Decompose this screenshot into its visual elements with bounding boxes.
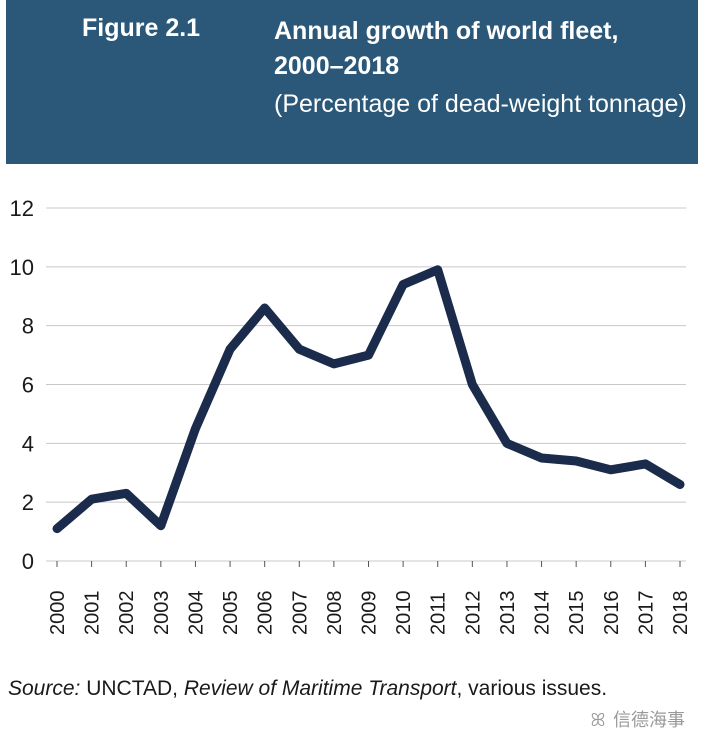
x-tick-label-2000: 2000 <box>47 591 69 636</box>
x-tick-label-2003: 2003 <box>151 591 173 636</box>
data-point-2012 <box>469 382 475 388</box>
x-tick-label-2013: 2013 <box>497 591 519 636</box>
data-point-2006 <box>262 305 268 311</box>
x-tick-label-2008: 2008 <box>324 591 346 636</box>
wechat-icon: ꕤ <box>590 710 606 730</box>
watermark-text: 信德海事 <box>613 710 686 730</box>
source-suffix: , various issues. <box>456 677 608 700</box>
data-point-2004 <box>192 426 198 432</box>
data-point-2000 <box>54 526 60 532</box>
y-tick-label-12: 12 <box>10 196 34 221</box>
data-point-2008 <box>331 361 337 367</box>
x-tick-label-2006: 2006 <box>255 591 277 636</box>
x-tick-label-2001: 2001 <box>82 591 104 636</box>
x-tick-label-2017: 2017 <box>635 591 657 636</box>
source-publication: Review of Maritime Transport <box>183 677 457 700</box>
source-org: UNCTAD, <box>80 677 184 700</box>
figure-header: Figure 2.1 Annual growth of world fleet,… <box>6 0 698 164</box>
watermark: ꕤ 信德海事 <box>588 706 686 732</box>
data-point-2002 <box>123 490 129 496</box>
figure-label: Figure 2.1 <box>82 14 201 42</box>
data-point-2011 <box>435 267 441 273</box>
x-tick-label-2007: 2007 <box>289 591 311 636</box>
data-point-2016 <box>608 467 614 473</box>
chart-subtitle: (Percentage of dead-weight tonnage) <box>274 90 687 118</box>
x-tick-label-2011: 2011 <box>428 592 450 635</box>
x-tick-label-2015: 2015 <box>566 591 588 636</box>
data-point-2007 <box>296 346 302 352</box>
x-tick-label-2009: 2009 <box>359 591 381 636</box>
data-point-2015 <box>573 458 579 464</box>
x-tick-label-2012: 2012 <box>462 591 484 636</box>
data-point-2018 <box>677 482 683 488</box>
data-point-2014 <box>539 455 545 461</box>
data-point-2010 <box>400 281 406 287</box>
data-point-2005 <box>227 346 233 352</box>
y-tick-label-0: 0 <box>22 549 34 574</box>
series-line-world-fleet <box>52 265 685 534</box>
x-tick-label-2014: 2014 <box>532 591 554 636</box>
data-point-2001 <box>89 496 95 502</box>
y-tick-label-10: 10 <box>10 255 34 280</box>
x-tick-label-2010: 2010 <box>393 591 415 636</box>
source-note: Source: UNCTAD, Review of Maritime Trans… <box>8 677 607 701</box>
x-tick-label-2016: 2016 <box>601 591 623 636</box>
data-point-2003 <box>158 523 164 529</box>
chart-title: Annual growth of world fleet, 2000–2018 <box>274 17 619 80</box>
data-point-2013 <box>504 440 510 446</box>
x-tick-label-2005: 2005 <box>220 591 242 636</box>
line-chart: 0 2 4 6 8 10 12 2000 2001 2002 2003 2004 2005 2006 200… <box>10 196 692 636</box>
x-tick-label-2002: 2002 <box>116 591 138 636</box>
x-tick-label-2004: 2004 <box>185 591 207 636</box>
x-tick-label-2018: 2018 <box>670 591 692 636</box>
y-tick-label-4: 4 <box>22 431 34 456</box>
y-tick-label-6: 6 <box>22 373 34 398</box>
data-point-2017 <box>642 461 648 467</box>
y-tick-label-2: 2 <box>22 490 34 515</box>
y-tick-label-8: 8 <box>22 314 34 339</box>
source-prefix: Source: <box>8 677 81 700</box>
data-point-2009 <box>366 352 372 358</box>
